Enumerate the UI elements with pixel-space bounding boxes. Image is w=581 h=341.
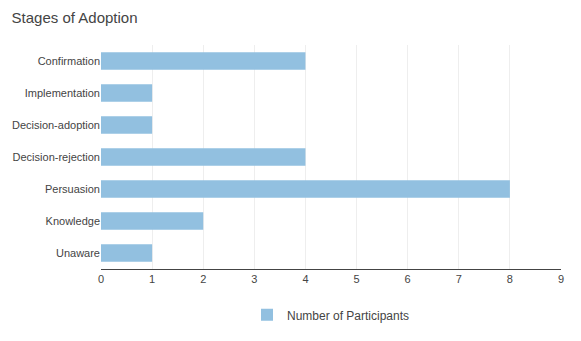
svg-text:2: 2 [200,273,206,285]
svg-text:Knowledge: Knowledge [46,215,100,227]
svg-text:Unaware: Unaware [56,247,100,259]
svg-text:6: 6 [405,273,411,285]
svg-text:Stages of Adoption: Stages of Adoption [12,9,138,26]
svg-text:1: 1 [149,273,155,285]
svg-text:Implementation: Implementation [25,87,100,99]
svg-text:Confirmation: Confirmation [38,55,100,67]
svg-text:Number of Participants: Number of Participants [287,309,409,323]
svg-text:Persuasion: Persuasion [45,183,100,195]
svg-text:4: 4 [302,273,308,285]
svg-text:9: 9 [558,273,564,285]
svg-text:5: 5 [353,273,359,285]
svg-text:Decision-adoption: Decision-adoption [12,119,100,131]
svg-text:0: 0 [98,273,104,285]
svg-text:7: 7 [456,273,462,285]
svg-text:Decision-rejection: Decision-rejection [13,151,100,163]
svg-text:8: 8 [507,273,513,285]
svg-text:3: 3 [251,273,257,285]
